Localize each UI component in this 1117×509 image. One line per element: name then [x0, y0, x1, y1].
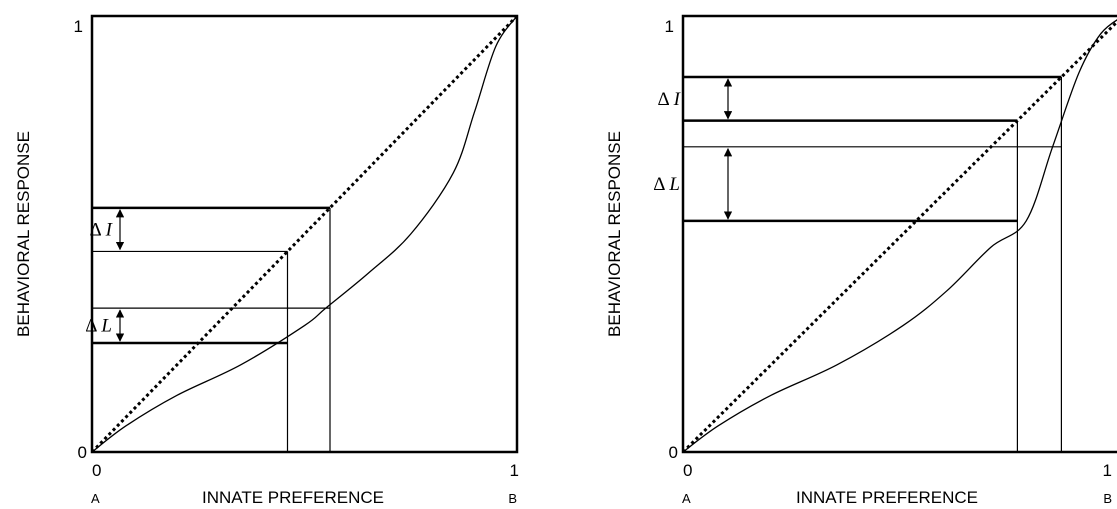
x-end-left-label: A [682, 491, 691, 506]
x-axis-label: INNATE PREFERENCE [796, 488, 978, 507]
y-tick-min: 0 [669, 443, 678, 462]
x-end-right-label: B [1103, 491, 1112, 506]
x-end-right-label: B [508, 491, 517, 506]
y-axis-label: BEHAVIORAL RESPONSE [605, 131, 624, 337]
response-curve [91, 15, 518, 453]
reference-diagonal [681, 19, 1117, 454]
y-tick-min: 0 [78, 443, 87, 462]
y-axis-label: BEHAVIORAL RESPONSE [14, 131, 33, 337]
delta-variable: I [673, 89, 682, 110]
delta-symbol: Δ [85, 316, 97, 337]
y-tick-max: 1 [665, 17, 674, 36]
delta-symbol: Δ [89, 220, 101, 241]
response-curve [682, 19, 1117, 453]
delta-symbol: Δ [657, 89, 669, 110]
plot-frame [681, 14, 1117, 454]
delta-variable: L [668, 174, 680, 195]
delta-variable: I [105, 220, 114, 241]
x-end-left-label: A [91, 491, 100, 506]
x-tick-min: 0 [92, 461, 101, 480]
x-tick-max: 1 [510, 461, 519, 480]
reference-diagonal [90, 14, 519, 454]
plot-frame [90, 14, 519, 454]
x-tick-min: 0 [683, 461, 692, 480]
y-tick-max: 1 [74, 17, 83, 36]
delta-symbol: Δ [653, 174, 665, 195]
x-axis-label: INNATE PREFERENCE [202, 488, 384, 507]
delta-variable: L [100, 316, 112, 337]
x-tick-max: 1 [1103, 461, 1112, 480]
